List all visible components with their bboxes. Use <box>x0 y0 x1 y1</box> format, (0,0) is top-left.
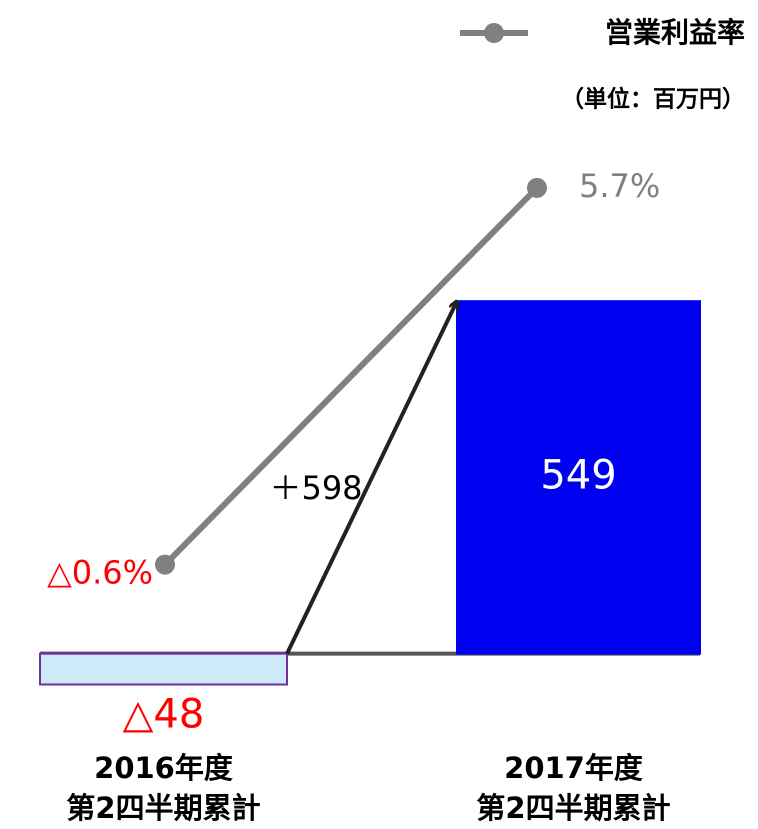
line-value-label: △0.6% <box>47 554 153 592</box>
legend-marker <box>484 23 504 43</box>
line <box>162 185 540 567</box>
bar-value-label: △48 <box>123 692 205 738</box>
category-label: 第2四半期累計 <box>66 791 260 825</box>
bar-value-label: 549 <box>540 452 616 498</box>
category-label: 2017年度 <box>504 751 643 785</box>
legend-label: 営業利益率 <box>605 16 745 49</box>
unit-note: （単位：百万円） <box>561 86 745 113</box>
category-label: 第2四半期累計 <box>476 791 670 825</box>
line-value-label: 5.7% <box>579 167 660 205</box>
difference-label: ＋598 <box>269 469 362 507</box>
bar <box>456 300 701 655</box>
line-point <box>155 554 175 575</box>
bar <box>39 652 288 686</box>
category-label: 2016年度 <box>94 751 233 785</box>
difference-arrow <box>285 301 457 655</box>
line-point <box>527 177 547 198</box>
